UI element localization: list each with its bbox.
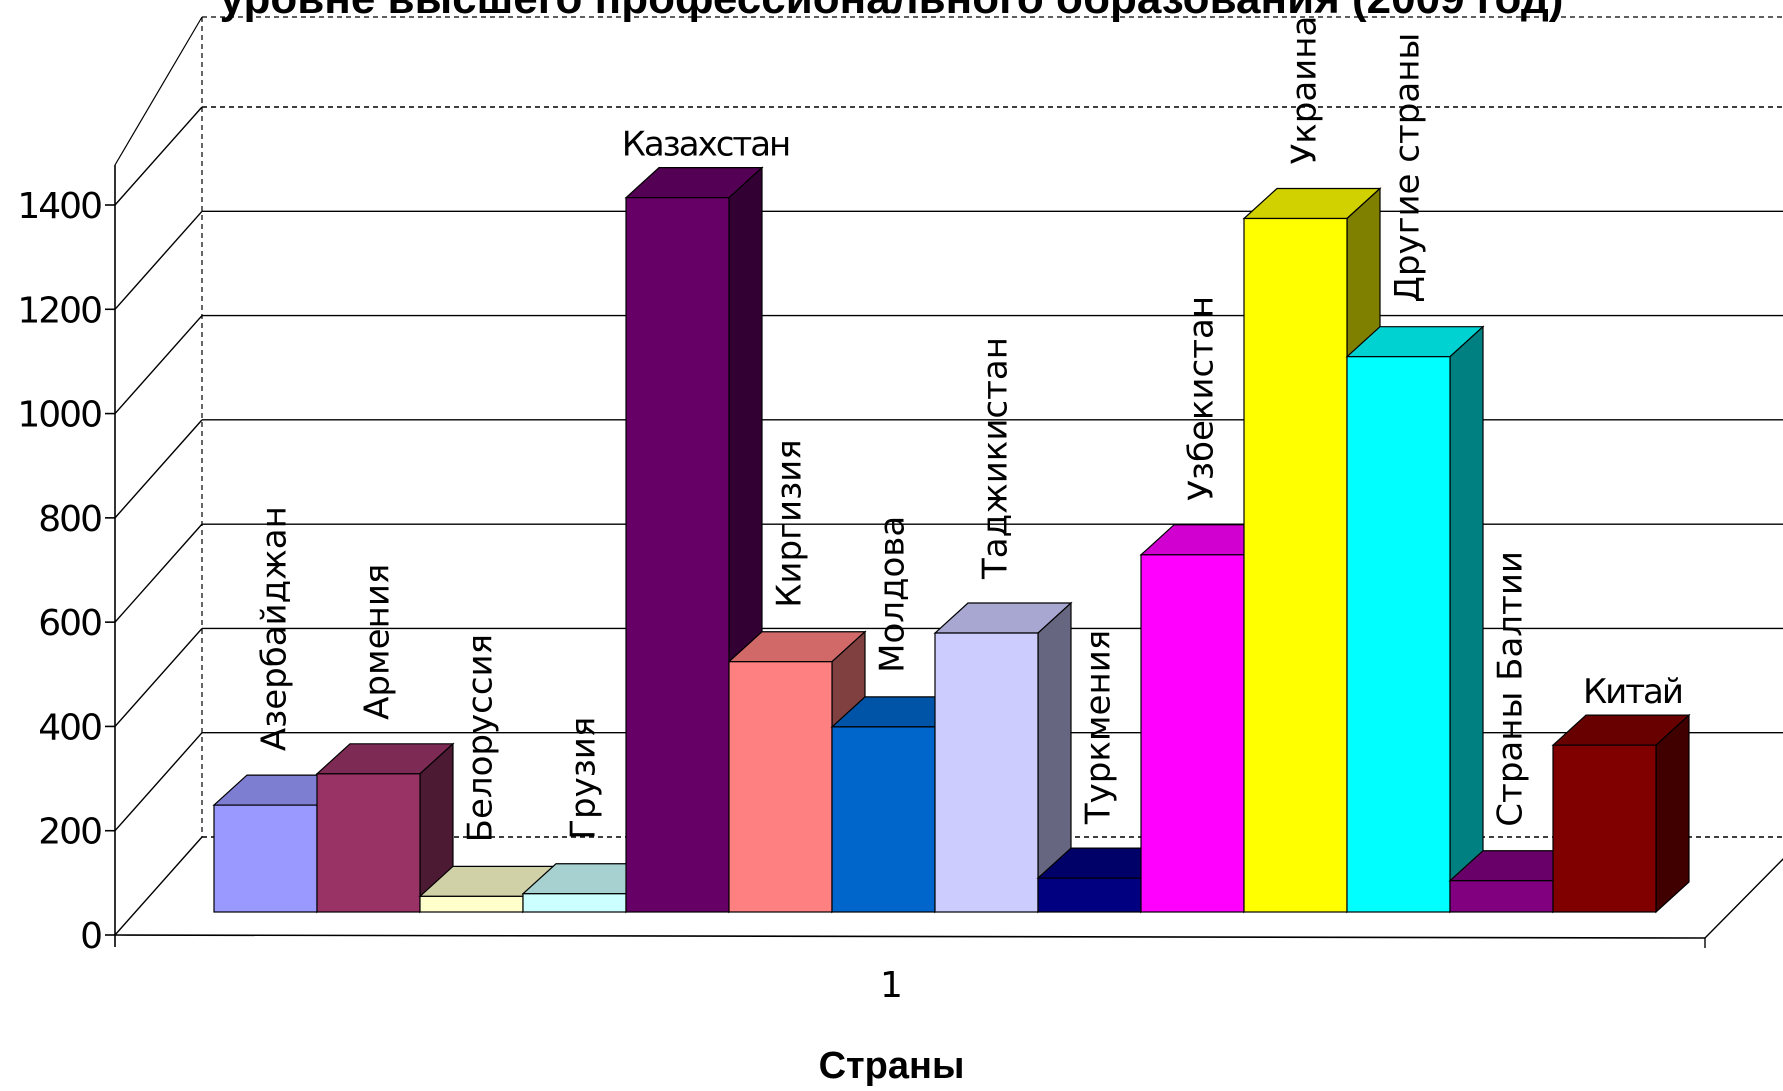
wall-left-top	[114, 16, 203, 166]
floor-front-edge	[114, 934, 1706, 939]
x-axis-title: Страны	[818, 1045, 965, 1087]
series-label: Туркмения	[1079, 630, 1119, 825]
bar-front	[1140, 554, 1245, 913]
bar-front	[1243, 217, 1348, 913]
floor-right-edge	[1704, 858, 1783, 939]
series-label: Другие страны	[1388, 33, 1428, 303]
y-axis: 0 200 400 600 800 1000 1200 1400	[17, 165, 116, 957]
bar	[1345, 325, 1485, 914]
bar-front	[1552, 744, 1657, 913]
series-label: Армения	[358, 564, 398, 720]
bar	[727, 630, 867, 914]
gridline-depth	[114, 419, 203, 519]
bar-front	[728, 661, 833, 913]
bar-side	[1655, 713, 1690, 914]
bar-front	[934, 632, 1039, 913]
series-labels: Азербайджан Армения Белоруссия Грузия Казахс…	[255, 16, 1684, 843]
bar	[1551, 713, 1691, 914]
bar-front	[419, 895, 524, 913]
bar-front	[625, 197, 730, 913]
bar-side	[1449, 325, 1484, 914]
series-label: Киргизия	[770, 439, 810, 607]
series-label: Молдова	[873, 516, 913, 673]
bar-front	[1037, 877, 1142, 913]
bar-front	[522, 893, 627, 913]
bar-front	[831, 726, 936, 913]
series-label: Таджикистан	[976, 337, 1016, 580]
series-label: Узбекистан	[1182, 296, 1222, 501]
y-tick-label: 800	[38, 499, 101, 540]
series-label: Казахстан	[622, 125, 790, 165]
y-tick-label: 200	[38, 812, 101, 853]
gridline-depth	[114, 523, 203, 623]
gridline-depth	[114, 836, 203, 936]
series-label: Азербайджан	[255, 506, 295, 751]
bar-group	[212, 166, 1691, 914]
bar-front	[1346, 356, 1451, 913]
series-label: Китай	[1583, 672, 1682, 712]
series-label: Страны Балтии	[1491, 551, 1531, 827]
bar	[1448, 849, 1588, 914]
x-category-label: 1	[880, 965, 903, 1006]
bar-front	[213, 804, 318, 913]
series-label: Белоруссия	[461, 634, 501, 842]
y-tick-label: 1000	[17, 395, 101, 436]
y-tick-label: 1400	[17, 186, 101, 227]
bar-front	[316, 773, 421, 913]
y-tick-label: 1200	[17, 290, 101, 331]
gridline-depth	[114, 106, 203, 206]
bar	[933, 601, 1073, 914]
series-label: Грузия	[564, 717, 604, 840]
y-tick-label: 600	[38, 603, 101, 644]
bar	[521, 862, 661, 914]
gridline-depth	[114, 732, 203, 832]
series-label: Украина	[1285, 16, 1325, 165]
y-tick-label: 0	[80, 916, 101, 957]
y-tick-label: 400	[38, 707, 101, 748]
bar-front	[1449, 880, 1554, 913]
gridline-depth	[114, 627, 203, 727]
gridline-depth	[114, 315, 203, 415]
gridline-depth	[114, 210, 203, 310]
